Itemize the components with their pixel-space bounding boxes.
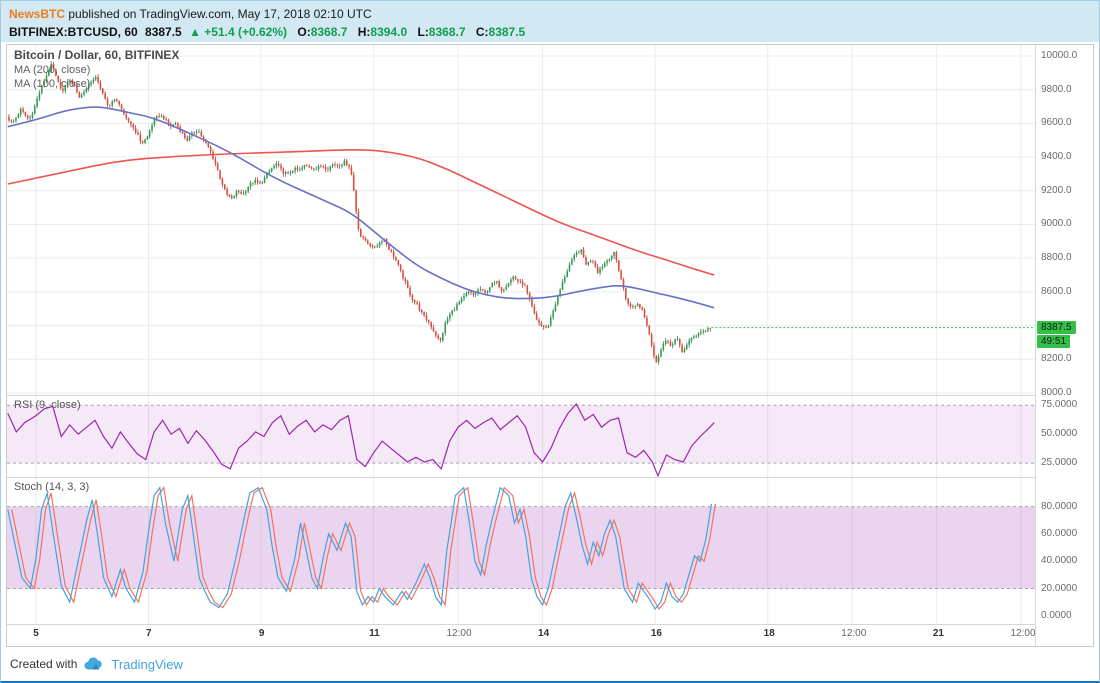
price-chart-svg[interactable] [7, 45, 1036, 395]
price-tick-label: 9200.0 [1041, 184, 1072, 196]
time-tick-label: 18 [763, 628, 775, 639]
chart-container[interactable]: Bitcoin / Dollar, 60, BITFINEX MA (200, … [6, 44, 1094, 647]
price-tick-label: 60.0000 [1041, 527, 1078, 539]
price-tick-label: 9800.0 [1041, 83, 1072, 95]
time-tick-label: 12:00 [446, 628, 472, 639]
last-price-badge: 8387.5 [1037, 320, 1076, 334]
tradingview-link[interactable]: TradingView [111, 656, 183, 672]
price-tick-label: 8800.0 [1041, 252, 1072, 264]
countdown-badge: 49:51 [1037, 334, 1071, 348]
rsi-panel[interactable]: RSI (9, close) [7, 396, 1036, 478]
time-axis[interactable]: 5 7 9 11 12:00 14 16 18 12:00 21 12:00 [7, 625, 1036, 646]
published-note: published on TradingView.com, May 17, 20… [68, 7, 372, 21]
symbol-line: BITFINEX:BTCUSD, 60 8387.5 ▲ +51.4 (+0.6… [9, 24, 1091, 40]
low-value: 8368.7 [428, 25, 466, 39]
time-tick-label: 16 [650, 628, 662, 639]
price-tick-label: 9400.0 [1041, 151, 1072, 163]
price-tick-label: 20.0000 [1041, 582, 1078, 594]
time-tick-label: 5 [33, 628, 39, 639]
time-tick-label: 7 [146, 628, 152, 639]
stoch-panel[interactable]: Stoch (14, 3, 3) [7, 478, 1036, 625]
created-with-text: Created with [10, 657, 78, 671]
rsi-chart-svg[interactable] [7, 396, 1036, 477]
high-value: 8394.0 [370, 25, 408, 39]
time-tick-label: 14 [538, 628, 550, 639]
open-value: 8368.7 [310, 25, 348, 39]
price-tick-label: 80.0000 [1041, 500, 1078, 512]
close-label: C: [475, 25, 489, 39]
price-tick-label: 10000.0 [1041, 49, 1078, 61]
change-text: ▲ +51.4 (+0.62%) [189, 25, 288, 39]
price-tick-label: 8200.0 [1041, 353, 1072, 365]
stoch-chart-svg[interactable] [7, 478, 1036, 624]
time-tick-label: 12:00 [1010, 628, 1036, 639]
low-label: L: [417, 25, 429, 39]
time-tick-label: 11 [369, 628, 380, 639]
header: NewsBTC published on TradingView.com, Ma… [1, 1, 1099, 42]
footer: Created with TradingView [1, 647, 1099, 681]
price-tick-label: 8600.0 [1041, 285, 1072, 297]
price-panel[interactable]: Bitcoin / Dollar, 60, BITFINEX MA (200, … [7, 45, 1036, 396]
high-label: H: [357, 25, 371, 39]
time-tick-label: 21 [932, 628, 944, 639]
price-tick-label: 50.0000 [1041, 428, 1078, 440]
price-tick-label: 9000.0 [1041, 218, 1072, 230]
price-tick-label: 0.0000 [1041, 609, 1072, 621]
close-value: 8387.5 [488, 25, 526, 39]
time-tick-label: 12:00 [841, 628, 867, 639]
price-tick-label: 8000.0 [1041, 386, 1072, 398]
published-line: NewsBTC published on TradingView.com, Ma… [9, 6, 1091, 22]
price-tick-label: 9600.0 [1041, 117, 1072, 129]
last-price-text: 8387.5 [145, 25, 182, 39]
price-tick-label: 75.0000 [1041, 399, 1078, 411]
symbol-label: BITFINEX:BTCUSD, 60 [9, 25, 138, 39]
brand-newsbtc: NewsBTC [9, 7, 66, 21]
time-tick-label: 9 [258, 628, 265, 639]
tradingview-logo-icon[interactable] [83, 657, 105, 671]
price-scale[interactable]: 10000.0 9800.0 9600.0 9400.0 9200.0 9000.0 880… [1035, 45, 1093, 646]
price-tick-label: 40.0000 [1041, 555, 1078, 567]
price-tick-label: 25.0000 [1041, 457, 1078, 469]
open-label: O: [297, 25, 311, 39]
